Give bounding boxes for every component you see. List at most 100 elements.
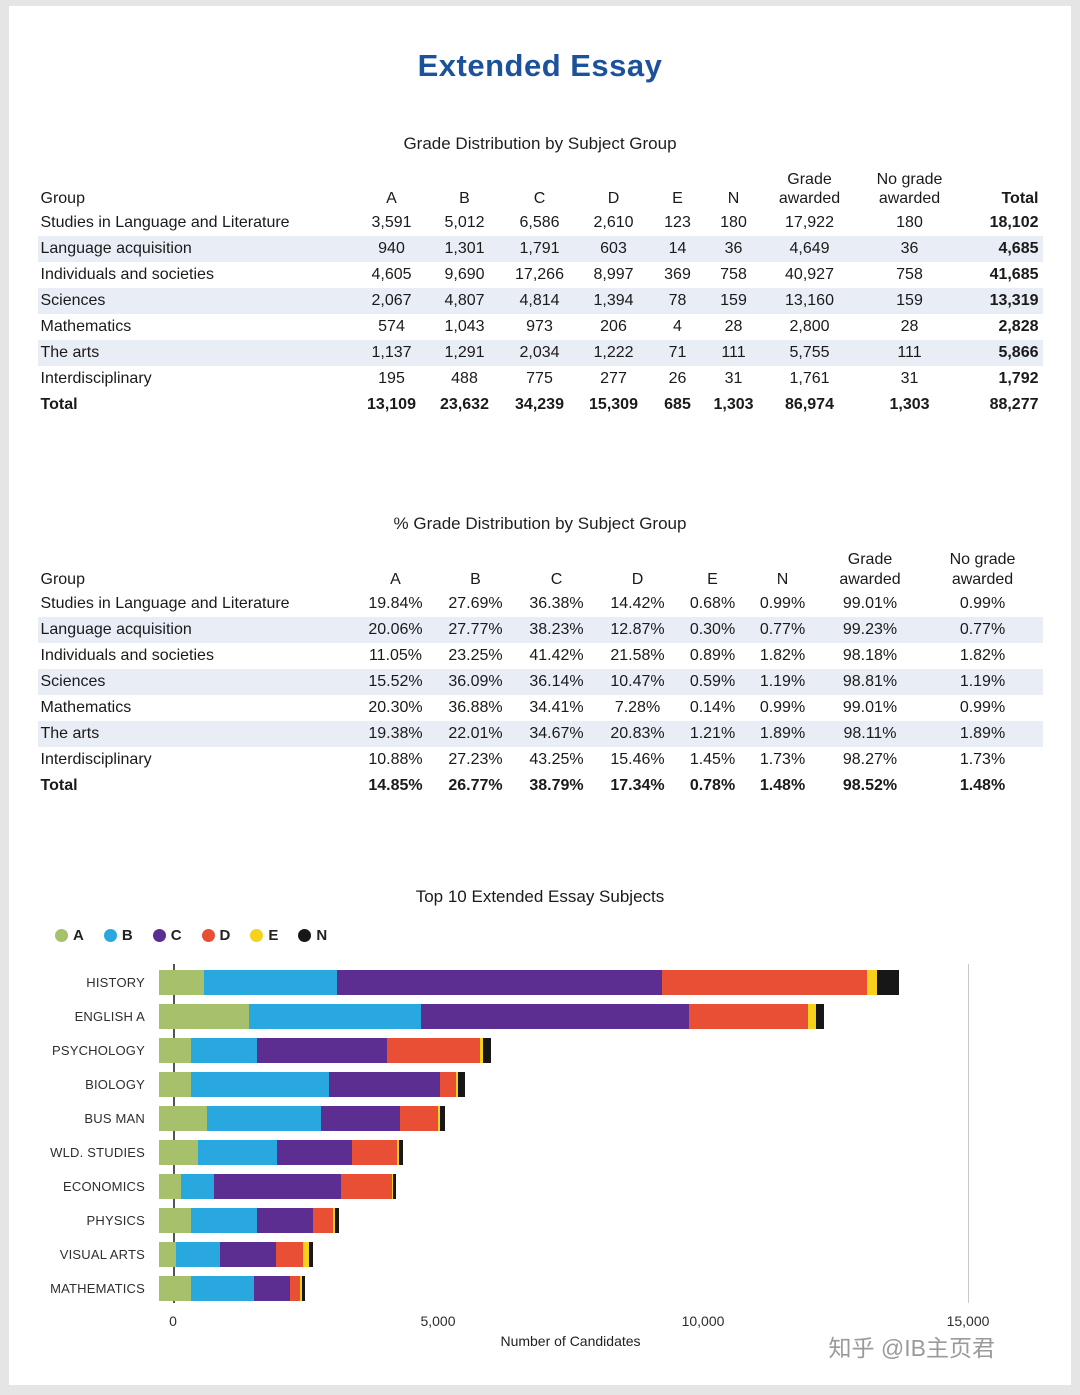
- column-header: Grade awarded: [778, 171, 841, 208]
- bar-segment-b: [198, 1139, 277, 1165]
- table-cell: 26.77%: [448, 776, 503, 794]
- table-cell: 15.52%: [368, 672, 423, 690]
- stacked-bar: [159, 1207, 954, 1233]
- table-cell: 1,137: [371, 344, 412, 362]
- table-cell: 2,610: [593, 214, 634, 232]
- bar-segment-a: [159, 1241, 177, 1267]
- table-cell: 21.58%: [610, 646, 665, 664]
- table-cell: 9,690: [444, 266, 485, 284]
- table-cell: 1,792: [998, 370, 1039, 388]
- table-cell: 36.38%: [529, 594, 584, 612]
- legend-dot-icon: [250, 928, 264, 942]
- table-cell: Language acquisition: [40, 240, 192, 258]
- table-cell: 98.52%: [842, 776, 898, 794]
- category-label: BIOLOGY: [85, 1076, 145, 1092]
- bar-segment-a: [159, 1207, 191, 1233]
- table-cell: 1.21%: [689, 724, 736, 742]
- category-label: WLD. STUDIES: [50, 1144, 145, 1160]
- table-cell: 27.69%: [448, 594, 503, 612]
- table-cell: 0.59%: [689, 672, 736, 690]
- table-cell: 1.45%: [689, 750, 736, 768]
- table-cell: 1.73%: [959, 750, 1006, 768]
- category-label: VISUAL ARTS: [59, 1246, 145, 1262]
- table-cell: Individuals and societies: [40, 646, 214, 664]
- table-cell: 14.85%: [368, 776, 423, 794]
- stacked-bar: [159, 1173, 954, 1199]
- bar-segment-e: [866, 969, 878, 995]
- table-cell: 36.88%: [448, 698, 503, 716]
- column-header: C: [550, 570, 563, 588]
- table-cell: The arts: [40, 344, 100, 362]
- table-cell: 17,922: [785, 214, 834, 232]
- bar-segment-e: [332, 1207, 335, 1233]
- bar-segment-d: [386, 1037, 480, 1063]
- table-cell: 14.42%: [610, 594, 665, 612]
- bar-segment-b: [249, 1003, 422, 1029]
- table-cell: The arts: [40, 724, 100, 742]
- column-header: C: [533, 190, 546, 208]
- table-cell: 7.28%: [614, 698, 661, 716]
- table-cell: 0.99%: [959, 698, 1006, 716]
- table-cell: 758: [720, 266, 747, 284]
- x-tick-label: 15,000: [946, 1312, 990, 1329]
- table-cell: Studies in Language and Literature: [40, 214, 290, 232]
- table-cell: 488: [451, 370, 478, 388]
- table-cell: 4,649: [789, 240, 830, 258]
- bar-segment-c: [276, 1139, 352, 1165]
- chart-bar-row: VISUAL ARTS: [39, 1241, 1071, 1267]
- table-cell: 1,394: [593, 292, 634, 310]
- table-cell: 2,800: [789, 318, 830, 336]
- table-cell: Mathematics: [40, 698, 132, 716]
- column-header: B: [470, 570, 481, 588]
- table-cell: 5,012: [444, 214, 485, 232]
- table-cell: 5,866: [998, 344, 1039, 362]
- table-cell: 12.87%: [610, 620, 665, 638]
- bar-segment-a: [159, 1037, 191, 1063]
- legend-label: D: [219, 926, 231, 944]
- table-cell: 36.09%: [448, 672, 503, 690]
- table-row: Studies in Language and Literature 3,591 5…: [38, 210, 1043, 236]
- table-cell: 0.99%: [959, 594, 1006, 612]
- table-cell: 277: [600, 370, 627, 388]
- x-tick-label: 0: [169, 1312, 177, 1329]
- bar-segment-n: [334, 1207, 339, 1233]
- table-cell: 98.27%: [842, 750, 898, 768]
- table-cell: 99.01%: [842, 594, 898, 612]
- table-cell: 34.67%: [529, 724, 584, 742]
- column-header: E: [707, 570, 718, 588]
- table-cell: 1,791: [519, 240, 560, 258]
- bar-segment-e: [808, 1003, 816, 1029]
- table-row: Individuals and societies 11.05% 23.25% 41.…: [38, 643, 1043, 669]
- table-cell: 11.05%: [368, 646, 423, 664]
- legend-dot-icon: [298, 928, 312, 942]
- bar-segment-n: [482, 1037, 491, 1063]
- table-cell: 758: [896, 266, 923, 284]
- table-cell: 43.25%: [529, 750, 584, 768]
- table-cell: 10.47%: [610, 672, 665, 690]
- table-cell: 6,586: [519, 214, 560, 232]
- category-label: MATHEMATICS: [50, 1280, 145, 1296]
- table-cell: 4,605: [371, 266, 412, 284]
- table-cell: 20.83%: [610, 724, 665, 742]
- bar-segment-c: [421, 1003, 689, 1029]
- table-cell: 1,303: [889, 396, 930, 414]
- table-cell: 1.19%: [959, 672, 1006, 690]
- table-cell: 0.99%: [759, 698, 806, 716]
- legend-label: N: [316, 926, 328, 944]
- legend-dot-icon: [55, 928, 68, 942]
- header-row: Group A B C D E N Grade awarded No grade awarded: [38, 548, 1043, 590]
- table-cell: 1.48%: [959, 776, 1006, 794]
- bar-segment-d: [688, 1003, 809, 1029]
- table-cell: 71: [668, 344, 687, 362]
- column-header: E: [672, 190, 683, 208]
- table-cell: 123: [664, 214, 691, 232]
- page-title: Extended Essay: [417, 48, 663, 83]
- table-cell: 1,303: [713, 396, 754, 414]
- legend-dot-icon: [103, 928, 117, 942]
- column-header: No grade awarded: [876, 171, 943, 208]
- category-label: PHYSICS: [86, 1212, 145, 1228]
- bar-segment-n: [439, 1105, 446, 1131]
- column-header: No grade awarded: [949, 551, 1016, 588]
- bar-segment-c: [214, 1173, 342, 1199]
- table-cell: 13,160: [785, 292, 834, 310]
